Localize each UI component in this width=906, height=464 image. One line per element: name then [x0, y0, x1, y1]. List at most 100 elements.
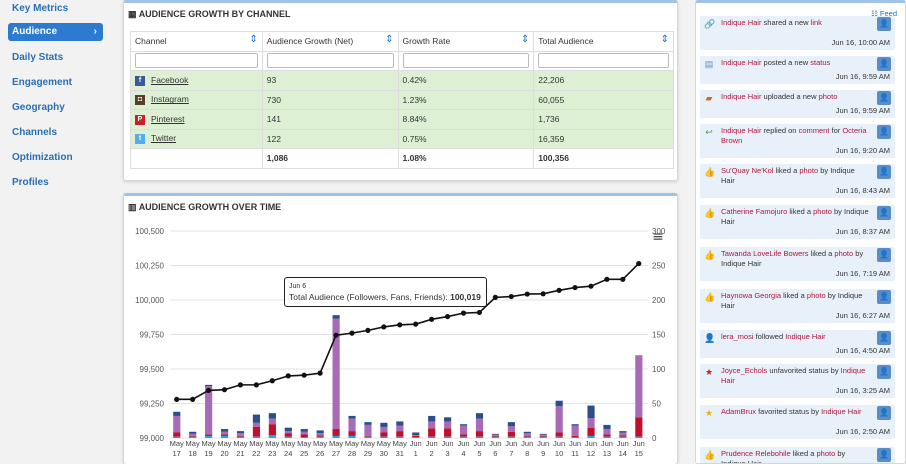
bar-segment[interactable] [316, 430, 324, 434]
bar-segment[interactable] [173, 415, 181, 433]
line-point[interactable] [413, 321, 419, 327]
bar-segment[interactable] [205, 435, 213, 438]
feed-link[interactable]: Indique Hair [721, 366, 866, 385]
bar-segment[interactable] [348, 418, 356, 432]
line-point[interactable] [620, 276, 626, 282]
line-point[interactable] [301, 372, 307, 378]
line-point[interactable] [588, 283, 594, 289]
line-point[interactable] [556, 287, 562, 293]
bar-segment[interactable] [412, 437, 420, 438]
bar-segment[interactable] [173, 432, 181, 437]
feed-link[interactable]: Catherine Famojuro [721, 207, 788, 216]
feed-link[interactable]: Indique Hair [721, 18, 762, 27]
line-point[interactable] [444, 313, 451, 320]
bar-segment[interactable] [428, 436, 436, 438]
feed-link[interactable]: lera_mosi [721, 332, 754, 341]
bar-segment[interactable] [587, 427, 595, 436]
bar-segment[interactable] [412, 435, 420, 438]
sort-icon[interactable]: ⇕ [385, 34, 394, 45]
bar-segment[interactable] [252, 426, 261, 437]
bar-segment[interactable] [459, 436, 468, 438]
avatar[interactable]: 👤 [877, 91, 891, 105]
bar-segment[interactable] [252, 414, 261, 423]
feed-link[interactable]: link [810, 18, 822, 27]
bar-segment[interactable] [205, 384, 213, 387]
feed-link[interactable]: Indique Hair [721, 58, 762, 67]
avatar[interactable]: 👤 [877, 125, 891, 139]
bar-segment[interactable] [300, 429, 308, 432]
bar-segment[interactable] [428, 421, 436, 429]
sort-icon[interactable]: ⇕ [520, 34, 530, 45]
bar-segment[interactable] [412, 435, 420, 436]
line-point[interactable] [237, 382, 244, 388]
bar-segment[interactable] [364, 422, 372, 425]
bar-segment[interactable] [491, 433, 500, 435]
avatar[interactable]: 👤 [877, 57, 891, 71]
avatar[interactable]: 👤 [877, 290, 891, 304]
feed-item[interactable]: ★ Joyce_Echols unfavorited status by Indi… [700, 364, 895, 398]
feed-header[interactable]: ☷ Feed [871, 9, 897, 18]
bar-segment[interactable] [507, 436, 515, 438]
bar-segment[interactable] [348, 431, 356, 436]
feed-link[interactable]: photo [816, 449, 836, 458]
sort-icon[interactable]: ⇕ [249, 34, 258, 45]
bar-segment[interactable] [444, 436, 452, 438]
line-point[interactable] [221, 387, 228, 393]
feed-item[interactable]: ▰ Indique Hair uploaded a new photo Jun 16… [700, 90, 895, 118]
channel-link[interactable]: Facebook [151, 74, 189, 85]
channel-link[interactable]: Instagram [151, 94, 189, 105]
bar-segment[interactable] [332, 315, 340, 319]
bar-segment[interactable] [380, 432, 388, 437]
avatar[interactable]: 👤 [877, 206, 891, 220]
bar-segment[interactable] [444, 421, 452, 429]
sidebar-item-engagement[interactable]: Engagement [8, 74, 103, 92]
bar-segment[interactable] [507, 426, 515, 432]
bar-segment[interactable] [268, 413, 276, 419]
bar-segment[interactable] [571, 424, 579, 426]
bar-segment[interactable] [523, 433, 531, 436]
feed-item[interactable]: ★ AdamBrux favorited status by Indique Ha… [700, 405, 895, 439]
bar-segment[interactable] [380, 436, 388, 438]
bar-segment[interactable] [300, 431, 308, 435]
bar-segment[interactable] [332, 435, 340, 438]
bar-segment[interactable] [539, 434, 547, 436]
feed-item[interactable]: 👍 Prudence Relebohile liked a photo by In… [700, 447, 895, 463]
channel-link[interactable]: Pinterest [151, 113, 185, 124]
bar-segment[interactable] [428, 415, 436, 422]
bar-segment[interactable] [284, 431, 292, 434]
bar-segment[interactable] [236, 436, 245, 438]
feed-link[interactable]: Haynowa Georgia [721, 291, 782, 300]
bar-segment[interactable] [523, 435, 531, 437]
bar-segment[interactable] [555, 436, 563, 438]
bar-segment[interactable] [173, 411, 181, 416]
bar-segment[interactable] [459, 424, 468, 426]
line-point[interactable] [285, 373, 291, 379]
bar-segment[interactable] [220, 429, 229, 432]
line-point[interactable] [636, 260, 642, 267]
line-point[interactable] [381, 324, 387, 330]
column-header[interactable]: Channel ⇕ [130, 31, 263, 52]
bar-segment[interactable] [444, 417, 452, 422]
bar-segment[interactable] [332, 318, 340, 430]
bar-segment[interactable] [220, 435, 229, 438]
bar-segment[interactable] [619, 435, 627, 437]
bar-segment[interactable] [252, 436, 261, 438]
avatar[interactable]: 👤 [877, 448, 891, 462]
feed-link[interactable]: comment [798, 126, 830, 135]
feed-link[interactable]: Indique Hair [721, 126, 762, 135]
bar-segment[interactable] [603, 424, 611, 430]
chart-menu-icon[interactable]: ≡ [652, 229, 664, 245]
bar-segment[interactable] [587, 405, 595, 418]
sidebar-item-daily-stats[interactable]: Daily Stats [8, 49, 103, 67]
bar-segment[interactable] [571, 437, 579, 438]
bar-segment[interactable] [491, 434, 500, 436]
line-point[interactable] [174, 396, 180, 402]
bar-segment[interactable] [459, 434, 468, 437]
bar-segment[interactable] [555, 406, 563, 433]
line-point[interactable] [572, 284, 578, 291]
bar-segment[interactable] [635, 417, 643, 437]
sidebar-item-geography[interactable]: Geography [8, 99, 103, 117]
bar-segment[interactable] [236, 433, 245, 436]
sidebar-item-optimization[interactable]: Optimization [8, 149, 103, 167]
bar-segment[interactable] [396, 431, 404, 437]
